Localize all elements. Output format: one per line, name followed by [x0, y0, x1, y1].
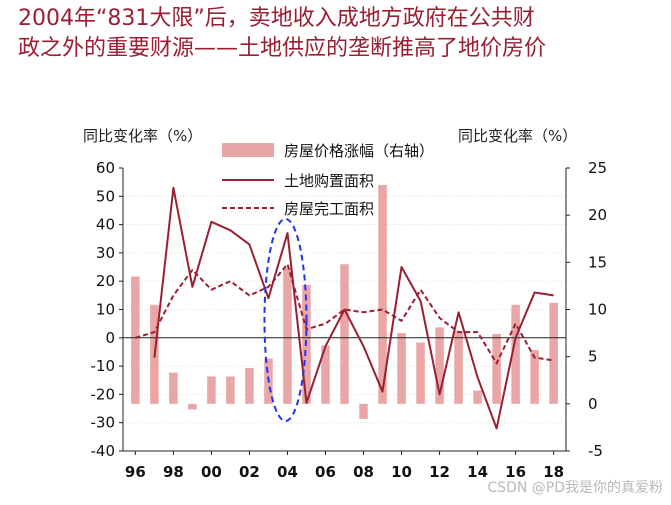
- price-bar: [207, 376, 216, 404]
- price-bar: [359, 403, 368, 419]
- x-tick-label: 14: [467, 463, 488, 481]
- highlight-ellipse: [263, 218, 308, 422]
- left-tick-label: 40: [96, 216, 115, 234]
- x-tick-label: 06: [315, 463, 336, 481]
- x-tick-label: 10: [391, 463, 412, 481]
- x-tick-label: 98: [163, 463, 184, 481]
- left-tick-label: -30: [91, 414, 116, 432]
- left-tick-label: 0: [105, 329, 115, 347]
- left-tick-label: 30: [96, 244, 115, 262]
- left-axis-label: 同比变化率（%）: [83, 127, 202, 145]
- price-bar: [188, 403, 197, 410]
- x-tick-label: 18: [543, 463, 564, 481]
- price-bar: [473, 390, 482, 404]
- completion-area-line: [135, 263, 554, 365]
- x-tick-label: 04: [277, 463, 298, 481]
- land-purchase-line: [153, 186, 554, 430]
- left-tick-label: -10: [91, 357, 116, 375]
- right-tick-label: 15: [588, 253, 607, 271]
- chart-title-line2: 政之外的重要财源——土地供应的垄断推高了地价房价: [18, 36, 547, 61]
- left-tick-label: 50: [96, 187, 115, 205]
- left-tick-label: 60: [96, 159, 115, 177]
- price-bar: [340, 264, 349, 404]
- x-tick-label: 00: [201, 463, 222, 481]
- watermark: CSDN @PD我是你的真爱粉: [487, 480, 663, 496]
- right-tick-label: -5: [588, 442, 603, 460]
- left-tick-label: 20: [96, 272, 115, 290]
- legend-label: 房屋完工面积: [284, 200, 374, 218]
- legend-swatch-bar: [222, 143, 274, 157]
- left-tick-label: -20: [91, 385, 116, 403]
- price-bar: [397, 333, 406, 404]
- right-tick-label: 0: [588, 395, 598, 413]
- price-bar: [435, 327, 444, 404]
- right-tick-label: 5: [588, 348, 598, 366]
- right-tick-label: 10: [588, 301, 607, 319]
- x-tick-label: 96: [125, 463, 146, 481]
- price-bar: [454, 331, 463, 404]
- x-tick-label: 02: [239, 463, 260, 481]
- price-bar: [530, 350, 539, 404]
- x-tick-label: 12: [429, 463, 450, 481]
- right-tick-label: 20: [588, 206, 607, 224]
- price-bar: [321, 345, 330, 404]
- price-bar: [245, 367, 254, 404]
- price-bar: [226, 376, 235, 404]
- legend-label: 房屋价格涨幅（右轴）: [284, 142, 434, 160]
- x-tick-label: 08: [353, 463, 374, 481]
- right-axis-label: 同比变化率（%）: [458, 127, 577, 145]
- price-bar: [511, 304, 520, 404]
- price-bar: [416, 342, 425, 404]
- price-bar: [169, 372, 178, 404]
- chart-title-line1: 2004年“831大限”后，卖地收入成地方政府在公共财: [18, 6, 535, 31]
- legend-label: 土地购置面积: [284, 172, 374, 190]
- right-tick-label: 25: [588, 159, 607, 177]
- chart-title: 2004年“831大限”后，卖地收入成地方政府在公共财 政之外的重要财源——土地…: [18, 4, 663, 64]
- price-bar: [131, 276, 140, 404]
- price-bar: [549, 302, 558, 404]
- x-tick-label: 16: [505, 463, 526, 481]
- left-tick-label: -40: [91, 442, 116, 460]
- left-tick-label: 10: [96, 301, 115, 319]
- price-bar: [283, 267, 292, 404]
- price-bar: [492, 334, 501, 404]
- price-bar: [378, 184, 387, 404]
